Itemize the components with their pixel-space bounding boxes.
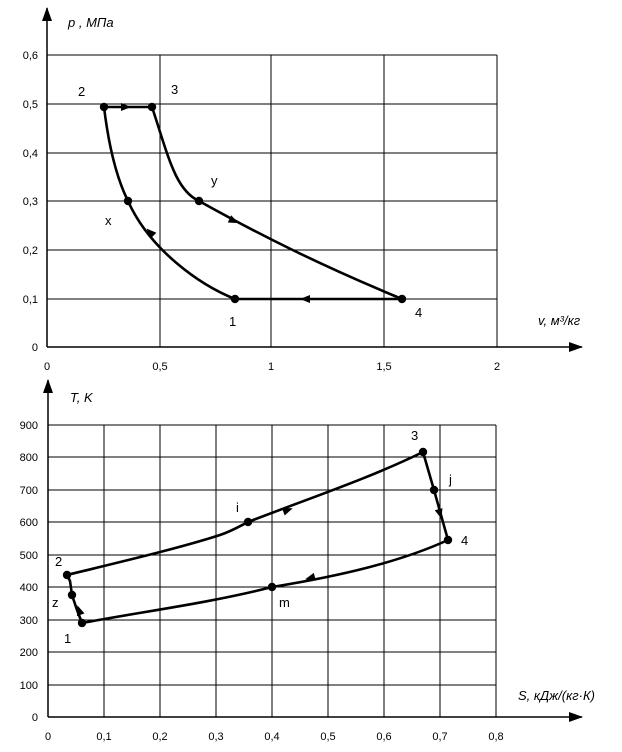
ts-point-z: [67, 590, 77, 600]
ts-point-2: [62, 570, 72, 580]
pv-point-label: x: [105, 213, 112, 228]
pv-y-tick-labels: 0 0,1 0,2 0,3 0,4 0,5 0,6: [23, 50, 38, 354]
pv-grid: [47, 54, 498, 347]
ts-cycle: [65, 450, 450, 625]
ts-curve-3-j-4: [421, 450, 450, 542]
ts-y-tick: 200: [20, 647, 38, 659]
pv-point-1: [230, 294, 240, 304]
ts-point-label: i: [236, 500, 239, 515]
ts-curve-4-m-1: [80, 538, 450, 625]
pv-point-label: 4: [415, 305, 422, 320]
pv-point-labels: 1 x 2 3 y 4: [78, 82, 422, 329]
pv-arrows: [121, 103, 310, 303]
ts-x-tick-labels: 0 0,1 0,2 0,3 0,4 0,5 0,6 0,7 0,8: [45, 731, 504, 743]
ts-x-tick: 0,4: [264, 731, 279, 743]
pv-y-tick: 0,4: [23, 148, 38, 160]
pv-point-label: 2: [78, 84, 85, 99]
ts-point-m: [267, 582, 277, 592]
ts-point-3: [418, 447, 428, 457]
ts-curve-2-i-3: [65, 450, 425, 577]
pv-point-label: 3: [171, 82, 178, 97]
pv-diagram: 0 0,1 0,2 0,3 0,4 0,5 0,6 0 0,5 1 1,5 2 …: [23, 7, 583, 373]
pv-direction-arrow: [146, 228, 157, 239]
ts-point-label: m: [279, 595, 290, 610]
pv-y-tick: 0: [32, 342, 38, 354]
ts-y-tick: 700: [20, 485, 38, 497]
pv-point-label: y: [211, 173, 218, 188]
ts-point-label: 3: [411, 428, 418, 443]
pv-curve-3-y-4: [150, 105, 404, 301]
ts-direction-arrow: [281, 507, 293, 516]
ts-point-label: j: [448, 472, 452, 487]
pv-y-axis-label: p , МПа: [67, 15, 114, 30]
ts-arrows: [76, 507, 443, 617]
pv-points: [99, 102, 407, 304]
ts-y-tick: 600: [20, 517, 38, 529]
ts-y-axis-label: T, K: [70, 390, 94, 405]
ts-y-tick: 300: [20, 615, 38, 627]
pv-cycle: [102, 105, 404, 301]
ts-y-tick: 800: [20, 452, 38, 464]
ts-direction-arrow: [305, 572, 316, 581]
pv-point-label: 1: [229, 314, 236, 329]
ts-x-tick: 0,3: [208, 731, 223, 743]
ts-y-tick-labels: 0 100 200 300 400 500 600 700 800 900: [20, 420, 38, 724]
pv-x-tick: 1,5: [376, 361, 391, 373]
ts-point-label: z: [52, 595, 59, 610]
pv-y-tick: 0,2: [23, 245, 38, 257]
ts-point-label: 1: [64, 631, 71, 646]
ts-diagram: 0 100 200 300 400 500 600 700 800 900 0 …: [20, 379, 595, 743]
ts-y-tick: 100: [20, 680, 38, 692]
pv-direction-arrow: [227, 215, 239, 224]
ts-point-j: [429, 485, 439, 495]
pv-point-4: [397, 294, 407, 304]
pv-y-tick: 0,3: [23, 196, 38, 208]
pv-y-tick: 0,1: [23, 294, 38, 306]
ts-x-tick: 0: [45, 731, 51, 743]
ts-point-1: [77, 618, 87, 628]
ts-point-labels: 1 z 2 i 3 j 4 m: [52, 428, 468, 646]
ts-point-label: 2: [55, 554, 62, 569]
ts-points: [62, 447, 453, 628]
pv-y-tick: 0,5: [23, 99, 38, 111]
ts-y-tick: 0: [32, 712, 38, 724]
ts-point-4: [443, 535, 453, 545]
pv-direction-arrow: [300, 295, 310, 303]
pv-x-tick: 0,5: [152, 361, 167, 373]
ts-curve-1-z-2: [65, 573, 84, 625]
pv-x-axis-label: v, м³/кг: [538, 313, 581, 328]
ts-point-label: 4: [461, 533, 468, 548]
pv-direction-arrow: [121, 103, 131, 111]
pv-x-tick: 1: [268, 361, 274, 373]
pv-x-tick: 2: [494, 361, 500, 373]
ts-direction-arrow: [434, 508, 443, 519]
ts-y-tick: 400: [20, 582, 38, 594]
pv-point-x: [123, 196, 133, 206]
ts-point-i: [243, 517, 253, 527]
pv-point-2: [99, 102, 109, 112]
ts-direction-arrow: [76, 605, 85, 617]
ts-y-tick: 500: [20, 550, 38, 562]
ts-x-tick: 0,1: [96, 731, 111, 743]
pv-x-tick-labels: 0 0,5 1 1,5 2: [44, 361, 500, 373]
ts-x-tick: 0,6: [376, 731, 391, 743]
pv-curve-1-x-2: [102, 105, 237, 301]
pv-x-tick: 0: [44, 361, 50, 373]
ts-x-tick: 0,8: [488, 731, 503, 743]
ts-x-tick: 0,7: [432, 731, 447, 743]
ts-x-axis-label: S, кДж/(кг·К): [518, 688, 595, 703]
pv-point-3: [147, 102, 157, 112]
ts-x-tick: 0,2: [152, 731, 167, 743]
pv-y-tick: 0,6: [23, 50, 38, 62]
pv-point-y: [194, 196, 204, 206]
ts-y-tick: 900: [20, 420, 38, 432]
ts-x-tick: 0,5: [320, 731, 335, 743]
